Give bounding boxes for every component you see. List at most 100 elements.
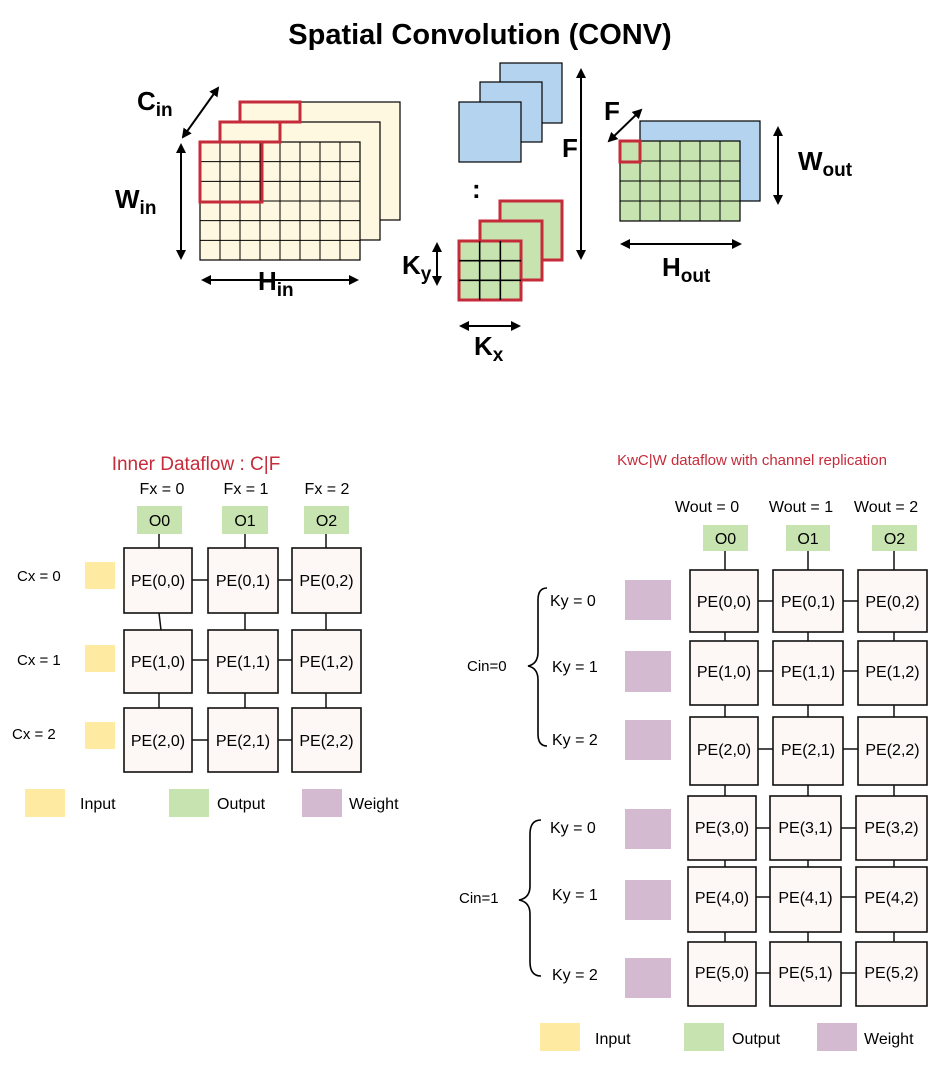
pe-label: PE(0,1) bbox=[216, 573, 270, 590]
input-tensor bbox=[198, 100, 401, 261]
weight-swatch bbox=[625, 651, 671, 692]
pe-label: PE(1,2) bbox=[299, 654, 353, 671]
right-title: KwC|W dataflow with channel replication bbox=[617, 452, 887, 469]
legend-output-label: Output bbox=[217, 796, 266, 813]
pe-cell bbox=[687, 866, 757, 933]
legend-weight-swatch bbox=[817, 1023, 857, 1051]
output-box bbox=[872, 525, 917, 551]
pe-label: PE(3,0) bbox=[695, 820, 749, 837]
pe-label: PE(0,1) bbox=[781, 594, 835, 611]
pe-cell bbox=[123, 707, 193, 773]
pe-label: PE(4,0) bbox=[695, 890, 749, 907]
weight-swatch bbox=[625, 809, 671, 849]
output-box bbox=[137, 506, 182, 534]
pe-cell bbox=[687, 941, 757, 1007]
right-col-labels: Wout = 0 Wout = 1 Wout = 2 bbox=[675, 499, 918, 516]
left-title: Inner Dataflow : C|F bbox=[112, 454, 281, 475]
legend-weight-label: Weight bbox=[864, 1031, 914, 1048]
pe-cell bbox=[855, 866, 928, 933]
filter-stack-green bbox=[457, 199, 564, 302]
pe-cell bbox=[857, 716, 928, 786]
output-label: O2 bbox=[316, 513, 337, 530]
left-legend: Input Output Weight bbox=[25, 789, 399, 817]
left-connectors bbox=[158, 534, 327, 741]
pe-label: PE(3,2) bbox=[864, 820, 918, 837]
row-label: Cx = 0 bbox=[17, 568, 61, 585]
pe-cell bbox=[855, 795, 928, 861]
right-pe-grid: PE(0,0) PE(0,1) PE(0,2) PE(1,0) PE(1,1) … bbox=[687, 569, 928, 1007]
input-window-front bbox=[198, 140, 264, 204]
pe-label: PE(5,2) bbox=[864, 965, 918, 982]
group-label: Cin=1 bbox=[459, 890, 499, 907]
pe-cell bbox=[857, 640, 928, 706]
right-row-labels: Ky = 0 Ky = 1 Ky = 2 Ky = 0 Ky = 1 Ky = … bbox=[550, 580, 671, 998]
output-box bbox=[703, 525, 748, 551]
output-box bbox=[304, 506, 349, 534]
pe-label: PE(1,0) bbox=[697, 664, 751, 681]
pe-cell bbox=[207, 547, 279, 614]
right-legend: Input Output Weight bbox=[540, 1023, 914, 1051]
kernel-grid bbox=[459, 241, 521, 300]
pe-cell bbox=[772, 640, 844, 706]
left-pe-grid: PE(0,0) PE(0,1) PE(0,2) PE(1,0) PE(1,1) … bbox=[123, 547, 362, 773]
pe-cell bbox=[857, 569, 928, 633]
pe-label: PE(2,2) bbox=[299, 733, 353, 750]
hin-label: Hin bbox=[258, 266, 294, 301]
output-tensor bbox=[618, 120, 761, 222]
left-row-labels: Cx = 0 Cx = 1 Cx = 2 bbox=[12, 562, 115, 749]
pe-label: PE(5,1) bbox=[778, 965, 832, 982]
pe-label: PE(2,1) bbox=[216, 733, 270, 750]
legend-weight-label: Weight bbox=[349, 796, 399, 813]
legend-input-label: Input bbox=[80, 796, 116, 813]
output-label: O2 bbox=[884, 531, 905, 548]
wout-label: Wout bbox=[798, 146, 853, 181]
weight-swatch bbox=[625, 880, 671, 920]
output-label: O1 bbox=[797, 531, 818, 548]
legend-weight-swatch bbox=[302, 789, 342, 817]
row-label: Ky = 1 bbox=[552, 659, 598, 676]
pe-cell bbox=[207, 629, 279, 694]
pe-label: PE(1,1) bbox=[216, 654, 270, 671]
f-small-arrow bbox=[607, 108, 643, 143]
win-label: Win bbox=[115, 184, 156, 219]
input-swatch bbox=[85, 645, 115, 672]
row-label: Ky = 2 bbox=[552, 967, 598, 984]
legend-input-label: Input bbox=[595, 1031, 631, 1048]
f-label: F bbox=[562, 133, 578, 163]
pe-cell bbox=[689, 716, 759, 786]
row-label: Ky = 0 bbox=[550, 593, 596, 610]
pe-cell bbox=[123, 629, 193, 694]
left-col-label: Fx = 0 bbox=[140, 481, 185, 498]
pe-label: PE(2,1) bbox=[781, 742, 835, 759]
right-outputs: O0 O1 O2 bbox=[703, 525, 917, 551]
pe-label: PE(2,2) bbox=[865, 742, 919, 759]
right-connectors bbox=[724, 551, 895, 974]
pe-label: PE(1,0) bbox=[131, 654, 185, 671]
pe-cell bbox=[855, 941, 928, 1007]
pe-cell bbox=[769, 866, 842, 933]
row-label: Ky = 0 bbox=[550, 820, 596, 837]
kx-label: Kx bbox=[474, 331, 504, 366]
pe-cell bbox=[769, 941, 842, 1007]
left-col-labels: Fx = 0 Fx = 1 Fx = 2 bbox=[140, 481, 350, 498]
f-small-label: F bbox=[604, 96, 620, 126]
hout-label: Hout bbox=[662, 252, 711, 287]
row-label: Ky = 1 bbox=[552, 887, 598, 904]
pe-cell bbox=[689, 569, 759, 633]
row-label: Cx = 1 bbox=[17, 652, 61, 669]
legend-output-swatch bbox=[684, 1023, 724, 1051]
pe-label: PE(1,2) bbox=[865, 664, 919, 681]
filter-ellipsis: : bbox=[472, 174, 481, 204]
right-col-label: Wout = 2 bbox=[854, 499, 918, 516]
pe-label: PE(0,2) bbox=[865, 594, 919, 611]
left-col-label: Fx = 1 bbox=[224, 481, 269, 498]
group-label: Cin=0 bbox=[467, 658, 507, 675]
row-label: Cx = 2 bbox=[12, 726, 56, 743]
pe-cell bbox=[291, 629, 362, 694]
cin0-brace bbox=[527, 587, 548, 747]
pe-cell bbox=[689, 640, 759, 706]
diagram-title: Spatial Convolution (CONV) bbox=[288, 19, 671, 51]
legend-input-swatch bbox=[540, 1023, 580, 1051]
input-swatch bbox=[85, 562, 115, 589]
cin-arrow bbox=[181, 86, 220, 139]
